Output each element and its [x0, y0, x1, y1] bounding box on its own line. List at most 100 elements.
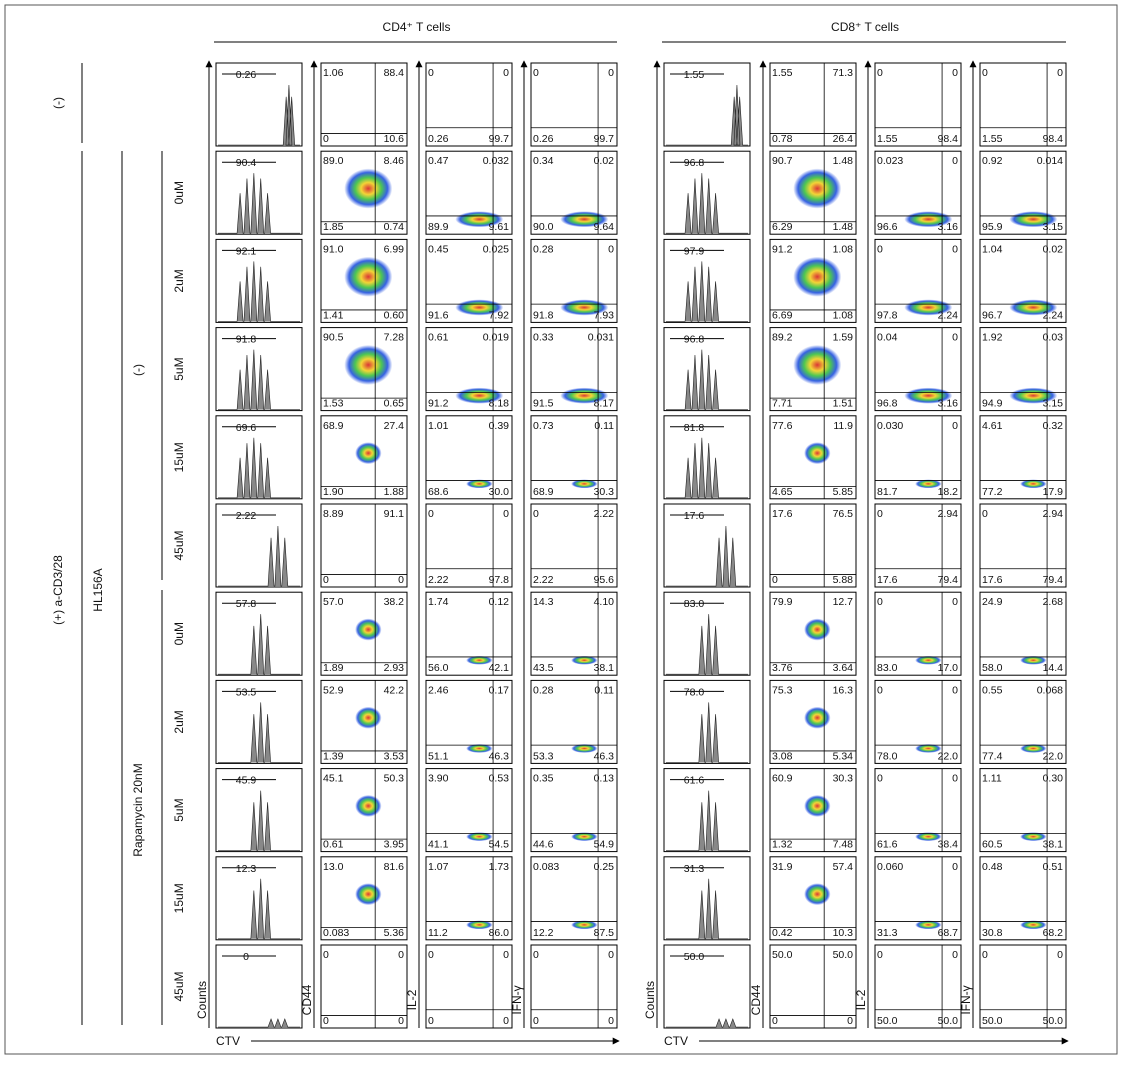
scatter-density: [466, 744, 493, 753]
quadrant-value: 3.15: [1043, 221, 1064, 233]
quadrant-value: 1.08: [833, 309, 854, 321]
quadrant-value: 0.33: [533, 332, 554, 344]
gate-value: 0.26: [236, 69, 257, 81]
il2-panel: [425, 503, 513, 588]
quadrant-value: 8.18: [489, 398, 510, 410]
quadrant-value: 0.53: [489, 773, 510, 785]
quadrant-value: 0: [323, 949, 329, 961]
quadrant-value: 97.8: [877, 309, 898, 321]
gate-value: 83.0: [684, 598, 705, 610]
quadrant-value: 0.61: [323, 839, 344, 851]
quadrant-value: 0: [608, 1015, 614, 1027]
quadrant-value: 90.0: [533, 221, 554, 233]
quadrant-value: 1.08: [833, 243, 854, 255]
quadrant-value: 27.4: [384, 420, 405, 432]
histogram-shape: [666, 1018, 748, 1028]
y-axis-label: IFN-γ: [959, 985, 973, 1014]
quadrant-value: 3.16: [938, 221, 959, 233]
quadrant-value: 54.5: [489, 839, 510, 851]
quadrant-value: 91.1: [384, 508, 405, 520]
gate-value: 50.0: [684, 951, 705, 963]
quadrant-value: 0: [503, 949, 509, 961]
quadrant-value: 42.2: [384, 684, 405, 696]
dose-label: 5uM: [172, 357, 186, 380]
quadrant-value: 50.0: [772, 949, 793, 961]
scatter-density: [344, 168, 393, 209]
gate-value: 69.6: [236, 422, 257, 434]
quadrant-value: 0.02: [594, 155, 615, 167]
scatter-density: [915, 479, 942, 489]
quadrant-value: 18.2: [938, 486, 959, 498]
quadrant-value: 6.69: [772, 309, 793, 321]
quadrant-value: 0.014: [1037, 155, 1063, 167]
scatter-density: [804, 706, 831, 729]
quadrant-value: 5.36: [384, 927, 405, 939]
quadrant-value: 0: [428, 949, 434, 961]
scatter-density: [1020, 832, 1047, 842]
quadrant-value: 0.92: [982, 155, 1003, 167]
quadrant-value: 26.4: [833, 133, 854, 145]
histogram-shape: [218, 1018, 300, 1028]
quadrant-value: 0.51: [1043, 861, 1064, 873]
quadrant-value: 43.5: [533, 662, 554, 674]
scatter-density: [355, 442, 382, 465]
quadrant-value: 38.2: [384, 596, 405, 608]
frame: [4, 4, 1118, 1055]
quadrant-value: 1.41: [323, 309, 344, 321]
quadrant-value: 17.6: [772, 508, 793, 520]
quadrant-value: 22.0: [1043, 750, 1064, 762]
quadrant-value: 0: [428, 1015, 434, 1027]
quadrant-value: 86.0: [489, 927, 510, 939]
quadrant-value: 0: [533, 508, 539, 520]
quadrant-value: 0.11: [594, 420, 614, 432]
scatter-density: [560, 387, 609, 404]
gate-value: 90.4: [236, 157, 257, 169]
quadrant-value: 4.65: [772, 486, 793, 498]
quadrant-value: 0: [533, 1015, 539, 1027]
histogram-panel: [215, 503, 303, 588]
quadrant-value: 0.11: [594, 684, 614, 696]
quadrant-value: 0: [877, 508, 883, 520]
scatter-density: [793, 344, 842, 385]
quadrant-value: 68.6: [428, 486, 449, 498]
quadrant-value: 22.0: [938, 750, 959, 762]
histogram-shape: [666, 261, 748, 322]
quadrant-value: 3.95: [384, 839, 405, 851]
scatter-density: [455, 387, 504, 404]
quadrant-value: 0.65: [384, 398, 405, 410]
histogram-shape: [218, 84, 300, 146]
y-axis-label: IFN-γ: [510, 985, 524, 1014]
il2-panel: [874, 944, 962, 1029]
quadrant-value: 0: [952, 67, 958, 79]
cd44-panel: [320, 503, 408, 588]
quadrant-value: 0: [877, 773, 883, 785]
ifng-panel: [979, 503, 1067, 588]
quadrant-value: 0.78: [772, 133, 793, 145]
quadrant-value: 2.94: [938, 508, 959, 520]
quadrant-value: 83.0: [877, 662, 898, 674]
quadrant-value: 0: [503, 1015, 509, 1027]
quadrant-value: 0: [428, 508, 434, 520]
quadrant-value: 7.93: [594, 309, 615, 321]
condition-label: (-): [131, 364, 145, 376]
quadrant-value: 24.9: [982, 596, 1003, 608]
quadrant-value: 0: [982, 949, 988, 961]
quadrant-value: 97.8: [489, 574, 510, 586]
quadrant-value: 11.9: [833, 420, 853, 432]
scatter-density: [355, 883, 382, 906]
quadrant-value: 56.0: [428, 662, 449, 674]
quadrant-value: 0.068: [1037, 684, 1063, 696]
quadrant-value: 11.2: [428, 927, 448, 939]
quadrant-value: 8.17: [594, 398, 615, 410]
scatter-density: [793, 256, 842, 297]
quadrant-value: 0: [608, 243, 614, 255]
scatter-density: [466, 479, 493, 489]
scatter-density: [904, 387, 953, 404]
quadrant-value: 90.7: [772, 155, 793, 167]
quadrant-value: 81.7: [877, 486, 898, 498]
scatter-density: [804, 442, 831, 465]
group-title: CD8⁺ T cells: [831, 20, 899, 34]
quadrant-value: 0: [772, 1015, 778, 1027]
quadrant-value: 0: [323, 574, 329, 586]
